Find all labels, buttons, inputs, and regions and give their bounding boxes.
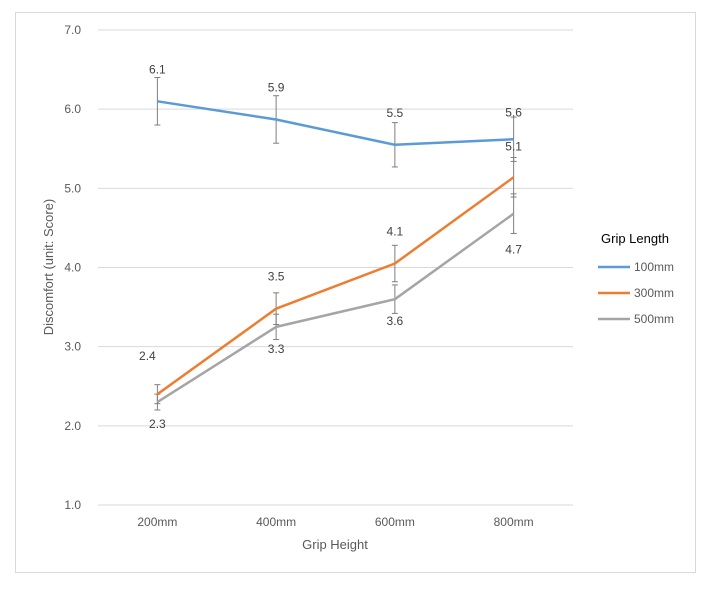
x-tick-label: 200mm (137, 515, 177, 529)
series-line-100mm (157, 100, 514, 147)
chart-frame (15, 12, 696, 573)
data-label: 5.5 (387, 106, 404, 120)
series-lines (156, 100, 515, 404)
error-bars (154, 77, 517, 411)
data-label: 5.1 (505, 139, 522, 153)
data-label: 5.9 (268, 80, 285, 94)
y-tick-label: 7.0 (64, 23, 81, 37)
y-tick-labels: 1.0 2.0 3.0 4.0 5.0 6.0 7.0 (64, 23, 81, 512)
legend-label: 100mm (634, 260, 674, 274)
y-tick-label: 3.0 (64, 340, 81, 354)
y-tick-label: 5.0 (64, 181, 81, 195)
x-tick-labels: 200mm 400mm 600mm 800mm (137, 515, 533, 529)
x-tick-label: 400mm (256, 515, 296, 529)
data-label: 3.3 (268, 342, 285, 356)
series-line-300mm (156, 176, 515, 396)
x-tick-label: 600mm (375, 515, 415, 529)
x-axis-title: Grip Height (302, 537, 368, 552)
y-tick-label: 6.0 (64, 102, 81, 116)
gridlines (98, 29, 573, 506)
data-label: 3.6 (387, 314, 404, 328)
legend: Grip Length 100mm 300mm 500mm (598, 231, 674, 326)
y-tick-label: 2.0 (64, 419, 81, 433)
legend-title: Grip Length (601, 231, 669, 246)
y-tick-label: 1.0 (64, 498, 81, 512)
data-labels: 6.1 5.9 5.5 5.6 2.4 3.5 4.1 5.1 2.3 3.3 3.6 4.7 (139, 62, 522, 431)
data-label: 4.1 (387, 225, 404, 239)
data-label: 2.3 (149, 417, 166, 431)
data-label: 5.6 (505, 105, 522, 119)
legend-label: 500mm (634, 312, 674, 326)
data-label: 4.7 (505, 243, 522, 257)
legend-label: 300mm (634, 286, 674, 300)
series-line-500mm (156, 212, 515, 404)
x-tick-label: 800mm (494, 515, 534, 529)
y-axis-title: Discomfort (unit: Score) (41, 199, 56, 336)
data-label: 2.4 (139, 349, 156, 363)
data-label: 6.1 (149, 62, 166, 76)
y-tick-label: 4.0 (64, 261, 81, 275)
data-label: 3.5 (268, 270, 285, 284)
